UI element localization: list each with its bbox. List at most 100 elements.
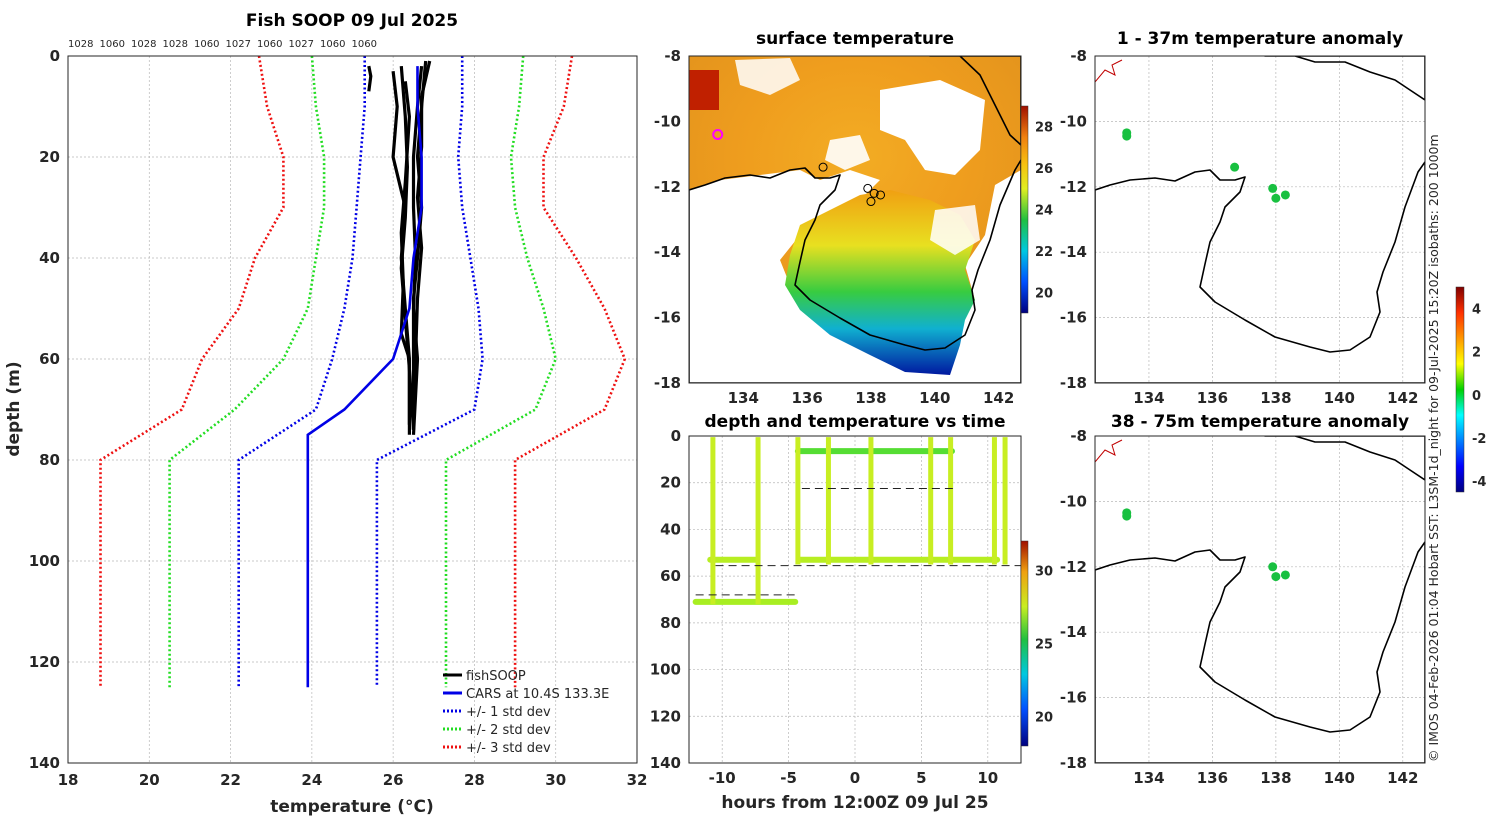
anom1-ytick: -14 [1060,243,1087,261]
anomaly1-title: 1 - 37m temperature anomaly [1117,29,1403,49]
fishsoop-track-5 [399,65,416,430]
sst-marker [863,183,873,193]
anomaly2-title: 38 - 75m temperature anomaly [1111,412,1409,432]
ts-xtick: -10 [709,769,736,787]
anom2-xtick: 136 [1197,769,1228,787]
anomaly1-land-north [1264,56,1425,101]
anom1-xtick: 136 [1197,389,1228,407]
anom1-anomaly-point [1271,193,1281,203]
anom2-xtick: 140 [1324,769,1355,787]
anomaly1-isobath [1095,59,1123,83]
ts-ytick: 20 [660,474,681,492]
legend-label: +/- 3 std dev [466,741,551,756]
sst-xtick: 142 [983,389,1014,407]
profile-panel: Fish SOOP 09 Jul 2025 1028 1060 1028 1028 10… [4,11,647,817]
anom2-ytick: -14 [1060,623,1087,641]
sst-colorbar-tick: 20 [1035,286,1053,301]
anom2-ytick: -16 [1060,689,1087,707]
anomaly2-land-north [1264,436,1425,481]
timeseries-title: depth and temperature vs time [705,412,1006,432]
anomaly1-panel: 1 - 37m temperature anomaly 134 136 138 140… [1060,29,1426,407]
anom2-anomaly-point [1122,511,1132,521]
anomaly-colorbar-ticks: 4 2 0 -2 -4 [1472,303,1486,491]
profile-ytick: 120 [29,653,60,671]
sst-land-capeyork [929,56,1021,146]
sst-ytick: -10 [654,112,681,130]
profile-xtick: 28 [464,771,485,789]
anomaly2-panel: 38 - 75m temperature anomaly 134 136 138 14… [1060,412,1426,787]
copyright-text: © IMOS 04-Feb-2026 01:04 Hobart SST: L3S… [1426,134,1441,762]
sst-colorbar-tick: 26 [1035,162,1053,177]
sst-colorbar-ticks: 28 26 24 22 20 [1035,121,1053,302]
anom1-xtick: 138 [1260,389,1291,407]
anomaly2-ticks: 134 136 138 140 142 -8 -10 -12 -14 -16 -18 [1060,427,1419,787]
sst-marker [866,197,876,207]
anomaly-colorbar-tick: -4 [1472,475,1486,490]
anomaly2-land-main [1095,541,1425,763]
legend-label: +/- 2 std dev [466,723,551,738]
anom2-anomaly-point [1280,570,1290,580]
ts-xtick: 5 [916,769,926,787]
ts-xtick: -5 [780,769,797,787]
sst-xtick: 136 [791,389,822,407]
sst-gulf-field [785,190,975,375]
profile-ytick: 0 [50,47,60,65]
profile-top-label: 1027 [226,39,251,50]
profile-top-label: 1060 [352,39,377,50]
profile-ytick: 100 [29,552,60,570]
profile-top-label: 1060 [257,39,282,50]
profile-title: Fish SOOP 09 Jul 2025 [246,11,458,31]
anom2-ytick: -10 [1060,492,1087,510]
anomaly2-frame [1094,435,1426,764]
anom1-anomaly-point [1280,190,1290,200]
sst-xtick: 138 [855,389,886,407]
sst-map [689,56,1021,383]
anom1-ytick: -18 [1060,374,1087,392]
anom1-ytick: -8 [1070,47,1087,65]
anom2-xtick: 134 [1133,769,1164,787]
profile-grid [68,56,637,763]
profile-xtick: 22 [220,771,241,789]
profile-ytick: 20 [39,148,60,166]
sst-colorbar-tick: 22 [1035,245,1053,260]
sst-ytick: -14 [654,243,681,261]
ts-colorbar-tick: 25 [1035,638,1053,653]
ts-ytick: 40 [660,520,681,538]
anomaly2-map [1095,436,1425,763]
profile-top-label: 1028 [68,39,93,50]
ts-colorbar-tick: 20 [1035,711,1053,726]
anom1-anomaly-point [1268,183,1278,193]
sst-marker [818,162,828,172]
sst-marker [869,188,879,198]
std-dev-line-4-left [99,56,285,688]
sst-ytick: -18 [654,374,681,392]
timeseries-panel: depth and temperature vs time -10 -5 0 5 100… [650,412,1053,813]
legend-label: CARS at 10.4S 133.3E [466,687,609,702]
sst-colorbar-tick: 28 [1035,121,1053,136]
profile-ytick: 60 [39,350,60,368]
anom1-xtick: 142 [1387,389,1418,407]
anom2-xtick: 138 [1260,769,1291,787]
sst-hot-patch [689,70,719,110]
anom2-anomaly-point [1271,572,1281,582]
anom2-ytick: -18 [1060,754,1087,772]
ts-ytick: 100 [650,661,681,679]
ts-ytick: 0 [671,427,681,445]
profile-ytick: 140 [29,754,60,772]
anomaly-colorbar-tick: -2 [1472,432,1486,447]
anomaly1-land-main [1095,161,1425,383]
anomaly2-isobath [1095,439,1123,463]
std-dev-line-3-right [444,56,558,688]
std-dev-line-3-left [168,56,326,688]
sst-cloud-4 [930,205,980,255]
anom1-anomaly-point [1122,131,1132,141]
anom1-ytick: -12 [1060,178,1087,196]
sst-colorbar [1020,105,1029,314]
sst-ticks: 134 136 138 140 142 -8 -10 -12 -14 -16 -18 [654,47,1014,407]
profile-ytick: 80 [39,451,60,469]
ts-ytick: 120 [650,707,681,725]
profile-ytick: 40 [39,249,60,267]
sst-xtick: 140 [919,389,950,407]
profile-frame [67,55,638,764]
